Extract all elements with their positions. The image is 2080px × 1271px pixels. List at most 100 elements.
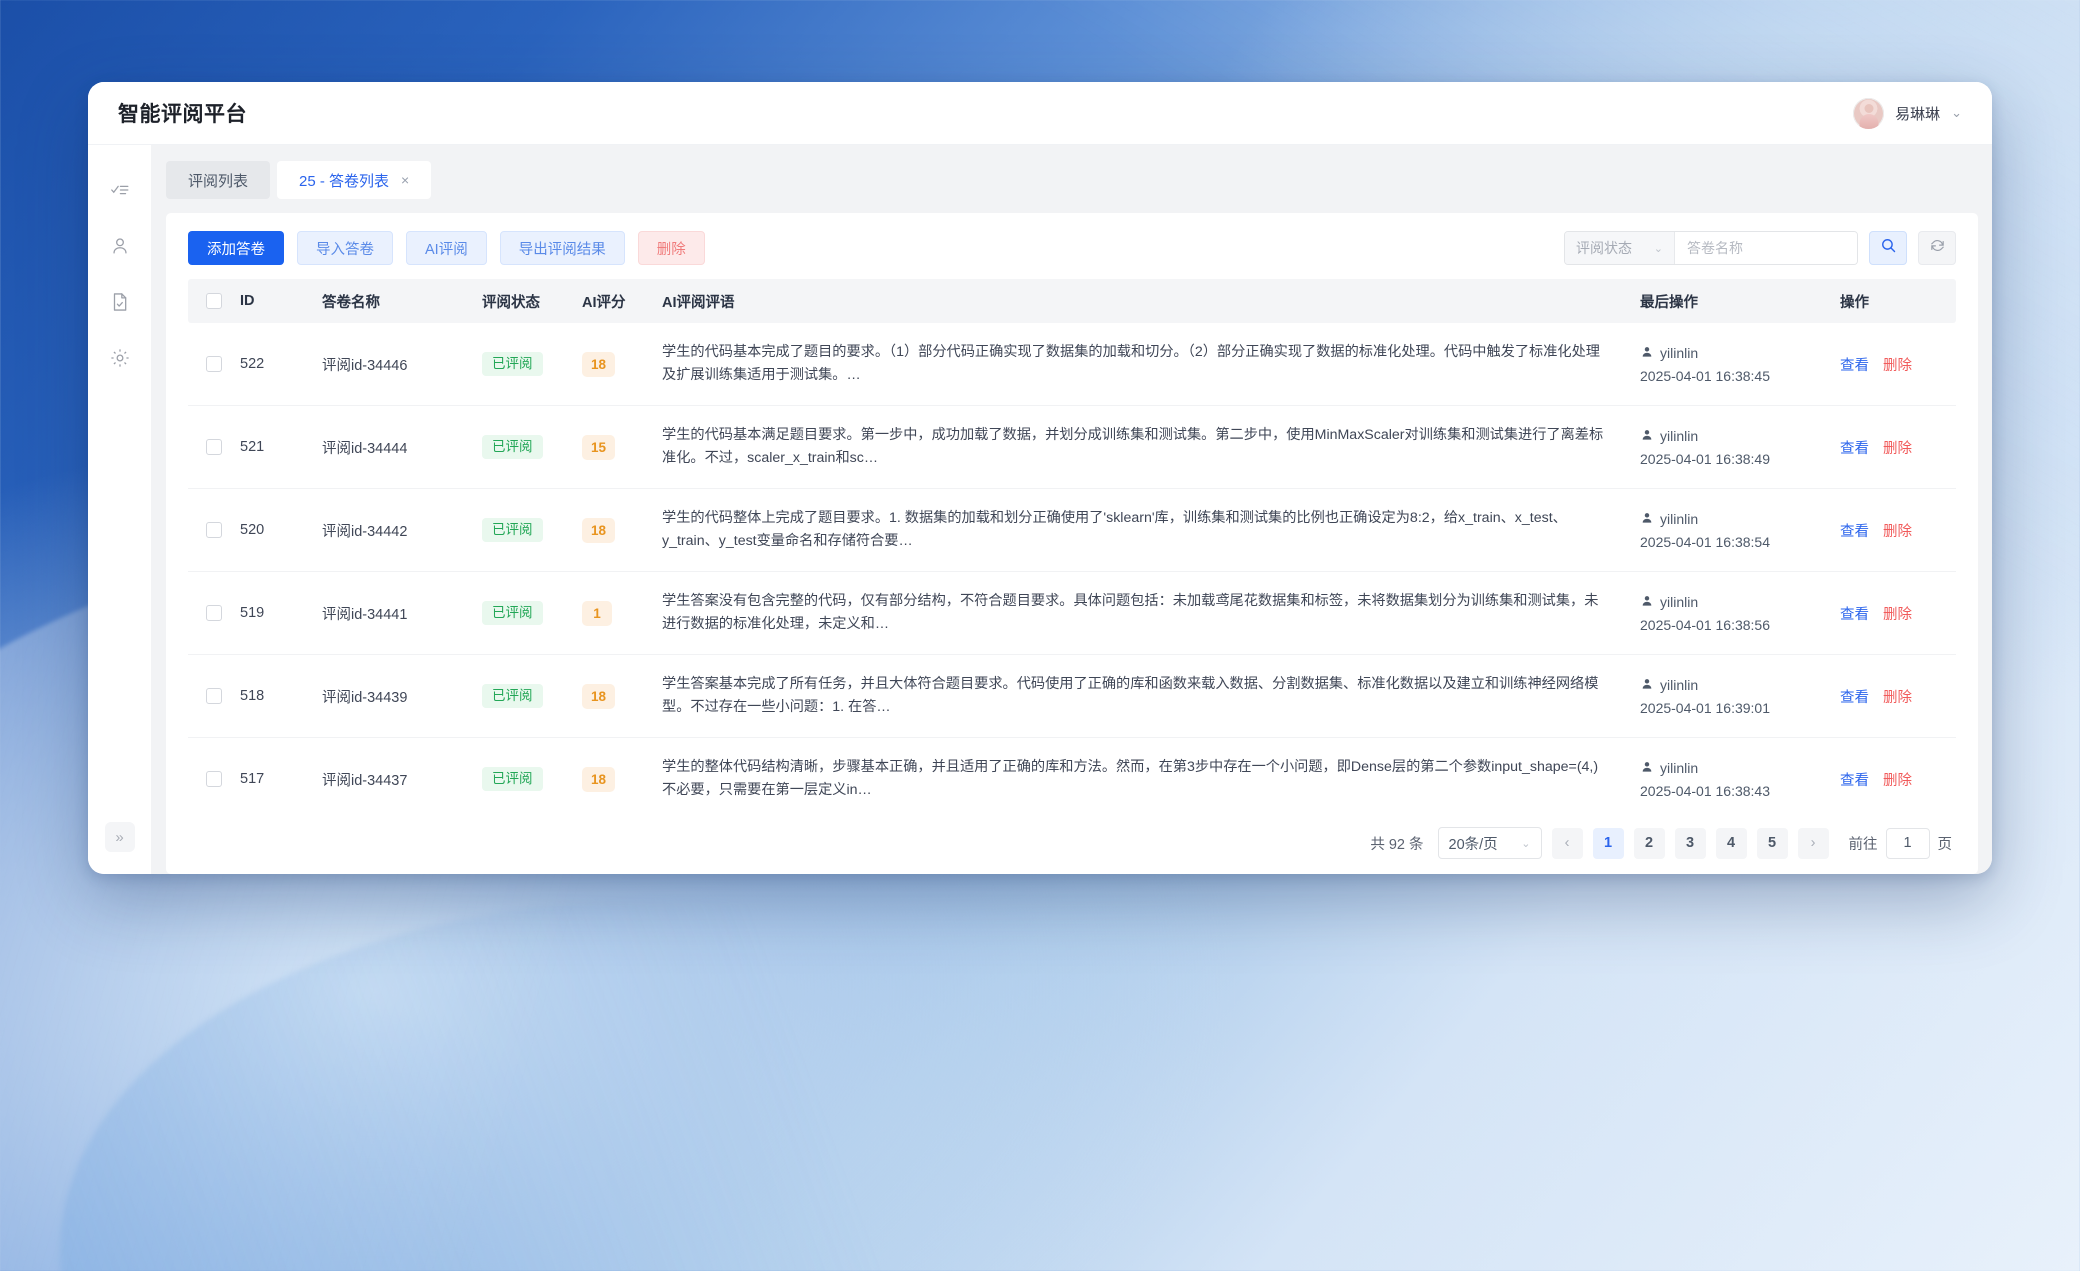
last-op-time: 2025-04-01 16:38:54 <box>1640 533 1770 550</box>
cell-name: 评阅id-34439 <box>322 689 408 706</box>
last-op-time: 2025-04-01 16:38:45 <box>1640 367 1770 384</box>
page-button-3[interactable]: 3 <box>1674 827 1706 859</box>
last-op-time: 2025-04-01 16:39:01 <box>1640 699 1770 716</box>
view-link[interactable]: 查看 <box>1840 523 1869 540</box>
tab-answer-list[interactable]: 25 - 答卷列表 × <box>277 161 432 199</box>
cell-name: 评阅id-34444 <box>322 440 408 457</box>
page-title: 智能评阅平台 <box>118 103 247 126</box>
cell-status: 已评阅 <box>482 517 582 543</box>
comment-text: 学生的代码整体上完成了题目要求。1. 数据集的加载和划分正确使用了'sklear… <box>662 510 1567 549</box>
status-select-label: 评阅状态 <box>1576 240 1632 256</box>
sidebar-collapse-button[interactable]: » <box>104 822 135 852</box>
cell-last-op: yilinlin 2025-04-01 16:39:01 <box>1640 677 1840 716</box>
delete-link[interactable]: 删除 <box>1883 689 1912 706</box>
row-checkbox[interactable] <box>206 771 222 787</box>
status-badge: 已评阅 <box>482 434 543 460</box>
refresh-icon <box>1929 237 1946 259</box>
delete-link[interactable]: 删除 <box>1883 357 1912 374</box>
delete-link[interactable]: 删除 <box>1883 523 1912 540</box>
table-row[interactable]: 518 评阅id-34439 已评阅 18 学生答案基本完成了所有任务，并且大体符合题目… <box>188 655 1956 738</box>
export-results-button[interactable]: 导出评阅结果 <box>499 231 625 265</box>
cell-actions: 查看 删除 <box>1840 769 1956 790</box>
tab-review-list[interactable]: 评阅列表 <box>166 161 271 199</box>
view-link[interactable]: 查看 <box>1840 772 1869 789</box>
cell-id: 522 <box>240 356 265 372</box>
refresh-button[interactable] <box>1918 231 1956 265</box>
view-link[interactable]: 查看 <box>1840 606 1869 623</box>
chevron-down-icon: ⌄ <box>1653 242 1663 255</box>
cell-score: 18 <box>582 351 662 377</box>
comment-text: 学生答案基本完成了所有任务，并且大体符合题目要求。代码使用了正确的库和函数来载入… <box>662 676 1599 715</box>
row-actions: 查看 删除 <box>1840 603 1956 624</box>
toolbar: 添加答卷 导入答卷 AI评阅 导出评阅结果 删除 评阅状态 ⌄ <box>166 213 1978 279</box>
next-page-button[interactable]: › <box>1797 827 1829 859</box>
row-select-cell <box>188 439 240 455</box>
view-link[interactable]: 查看 <box>1840 689 1869 706</box>
user-icon <box>1640 677 1654 694</box>
total-count: 共 92 条 <box>1370 836 1424 853</box>
cell-score: 18 <box>582 683 662 709</box>
row-checkbox[interactable] <box>206 522 222 538</box>
view-link[interactable]: 查看 <box>1840 357 1869 374</box>
avatar <box>1853 97 1885 129</box>
delete-link[interactable]: 删除 <box>1883 606 1912 623</box>
delete-link[interactable]: 删除 <box>1883 440 1912 457</box>
score-badge: 18 <box>582 683 616 709</box>
table-row[interactable]: 521 评阅id-34444 已评阅 15 学生的代码基本满足题目要求。第一步中，成功加… <box>188 406 1956 489</box>
row-select-cell <box>188 605 240 621</box>
status-select[interactable]: 评阅状态 ⌄ <box>1565 232 1675 264</box>
delete-link[interactable]: 删除 <box>1883 772 1912 789</box>
user-icon <box>1640 594 1654 611</box>
checklist-icon <box>109 179 131 206</box>
table-body[interactable]: 522 评阅id-34446 已评阅 18 学生的代码基本完成了题目的要求。（1）部分代… <box>188 323 1956 812</box>
close-icon[interactable]: × <box>401 172 410 188</box>
table-header: ID 答卷名称 评阅状态 AI评分 AI评阅评语 最后操作 操作 <box>188 279 1956 323</box>
search-button[interactable] <box>1869 231 1907 265</box>
row-checkbox[interactable] <box>206 605 222 621</box>
user-icon <box>1640 511 1654 528</box>
page-button-1[interactable]: 1 <box>1592 827 1624 859</box>
row-actions: 查看 删除 <box>1840 686 1956 707</box>
prev-page-button[interactable]: ‹ <box>1551 827 1583 859</box>
row-select-cell <box>188 688 240 704</box>
goto-input[interactable] <box>1885 827 1930 859</box>
status-badge: 已评阅 <box>482 683 543 709</box>
search-input[interactable] <box>1675 232 1857 264</box>
row-checkbox[interactable] <box>206 439 222 455</box>
wallpaper-sweep-3 <box>60 900 1260 1271</box>
sidebar-item-papers[interactable] <box>97 281 143 327</box>
delete-button[interactable]: 删除 <box>637 231 705 265</box>
sidebar-item-settings[interactable] <box>97 337 143 383</box>
row-checkbox[interactable] <box>206 688 222 704</box>
row-select-cell <box>188 356 240 372</box>
import-answer-button[interactable]: 导入答卷 <box>297 231 393 265</box>
status-badge: 已评阅 <box>482 351 543 377</box>
cell-id: 519 <box>240 605 265 621</box>
last-op-time: 2025-04-01 16:38:49 <box>1640 450 1770 467</box>
row-checkbox[interactable] <box>206 356 222 372</box>
select-all-checkbox[interactable] <box>206 293 222 309</box>
column-last-op: 最后操作 <box>1640 294 1698 311</box>
column-name: 答卷名称 <box>322 294 380 311</box>
table-row[interactable]: 519 评阅id-34441 已评阅 1 学生答案没有包含完整的代码，仅有部分结构，不符… <box>188 572 1956 655</box>
table-row[interactable]: 517 评阅id-34437 已评阅 18 学生的整体代码结构清晰，步骤基本正确，并且适… <box>188 738 1956 812</box>
page-button-5[interactable]: 5 <box>1756 827 1788 859</box>
sidebar-item-users[interactable] <box>97 225 143 271</box>
table-row[interactable]: 522 评阅id-34446 已评阅 18 学生的代码基本完成了题目的要求。（1）部分代… <box>188 323 1956 406</box>
table-row[interactable]: 520 评阅id-34442 已评阅 18 学生的代码整体上完成了题目要求。1. 数据集… <box>188 489 1956 572</box>
page-button-4[interactable]: 4 <box>1715 827 1747 859</box>
row-actions: 查看 删除 <box>1840 520 1956 541</box>
last-op-user-name: yilinlin <box>1660 760 1699 776</box>
page-size-select[interactable]: 20条/页 ⌄ <box>1437 827 1542 859</box>
comment-text: 学生的整体代码结构清晰，步骤基本正确，并且适用了正确的库和方法。然而，在第3步中… <box>662 759 1599 798</box>
add-answer-button[interactable]: 添加答卷 <box>188 231 284 265</box>
sidebar-item-review-list[interactable] <box>97 169 143 215</box>
last-op-time: 2025-04-01 16:38:56 <box>1640 616 1770 633</box>
ai-review-button[interactable]: AI评阅 <box>406 231 487 265</box>
cell-score: 18 <box>582 766 662 792</box>
page-button-2[interactable]: 2 <box>1633 827 1665 859</box>
view-link[interactable]: 查看 <box>1840 440 1869 457</box>
last-op-user: yilinlin <box>1640 677 1840 694</box>
user-menu[interactable]: 易琳琳 ⌄ <box>1853 97 1962 129</box>
